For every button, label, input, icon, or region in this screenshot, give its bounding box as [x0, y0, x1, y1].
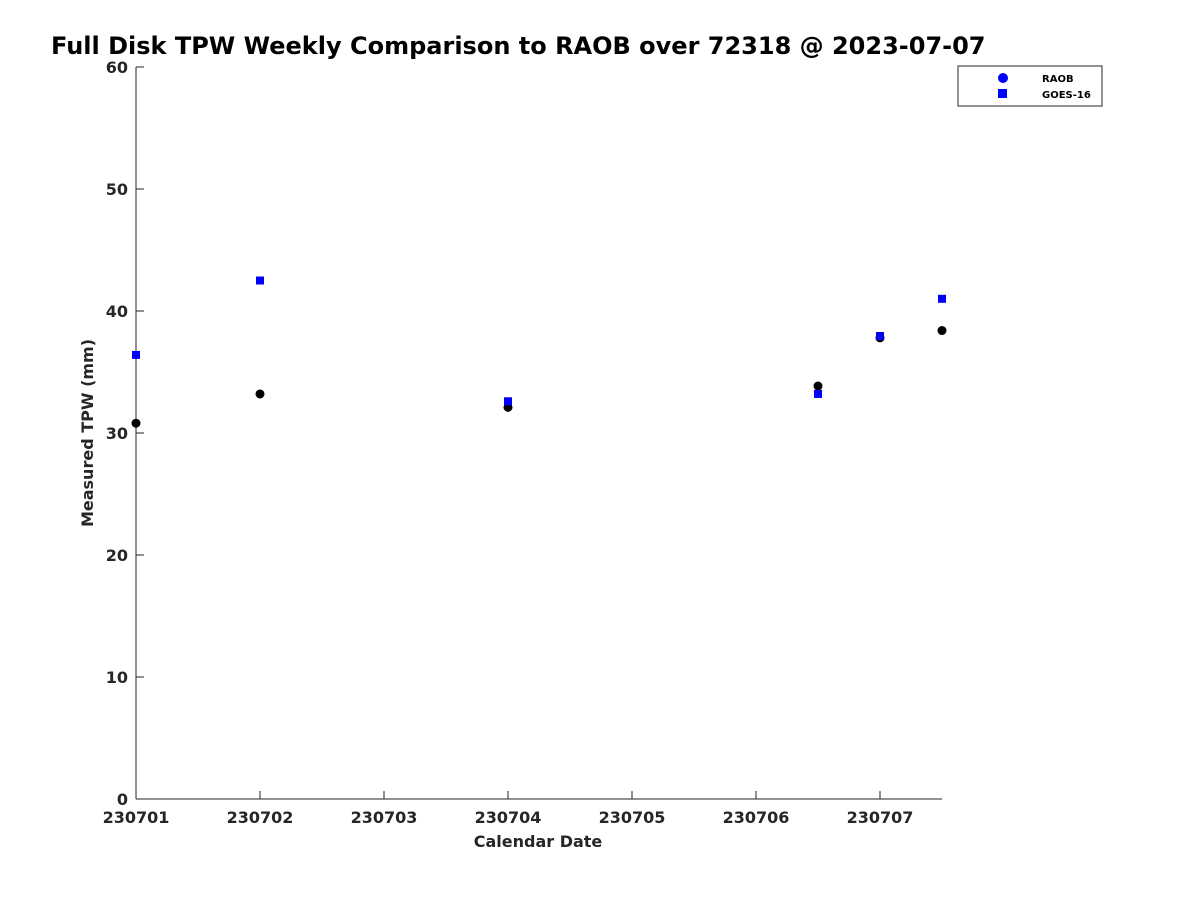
point-goes16	[256, 276, 264, 285]
y-tick-label: 10	[106, 668, 128, 687]
legend-label-raob: RAOB	[1042, 74, 1074, 85]
y-axis-label: Measured TPW (mm)	[78, 339, 97, 527]
x-tick-label: 230703	[351, 808, 418, 827]
point-goes16	[504, 397, 512, 406]
y-tick-label: 20	[106, 546, 128, 565]
point-raob	[131, 418, 141, 428]
chart-title: Full Disk TPW Weekly Comparison to RAOB …	[51, 32, 986, 60]
x-tick-label: 230705	[599, 808, 666, 827]
axes: 230701 230702 230703 230704 230705 230706 2307…	[103, 58, 942, 827]
x-tick-label: 230702	[227, 808, 294, 827]
x-tick-label: 230707	[847, 808, 914, 827]
legend: RAOB GOES-16	[957, 65, 1103, 107]
point-raob	[255, 389, 265, 399]
y-tick-label: 50	[106, 180, 128, 199]
legend-label-goes16: GOES-16	[1042, 90, 1091, 101]
y-tick-label: 60	[106, 58, 128, 77]
point-goes16	[938, 294, 946, 303]
point-goes16	[876, 332, 884, 341]
point-raob	[813, 381, 823, 391]
point-goes16	[814, 389, 822, 398]
x-tick-label: 230701	[103, 808, 170, 827]
x-tick-label: 230704	[475, 808, 542, 827]
point-goes16	[132, 350, 140, 359]
y-tick-label: 40	[106, 302, 128, 321]
y-tick-label: 30	[106, 424, 128, 443]
point-raob	[937, 326, 947, 336]
x-axis-label: Calendar Date	[474, 832, 603, 851]
x-tick-label: 230706	[723, 808, 790, 827]
legend-marker-raob	[998, 73, 1008, 83]
y-tick-label: 0	[117, 790, 128, 809]
legend-box	[957, 65, 1103, 107]
data-points	[131, 276, 947, 428]
legend-marker-goes16	[998, 89, 1007, 98]
